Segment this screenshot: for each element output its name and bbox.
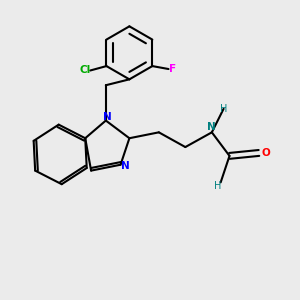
Text: N: N (208, 122, 216, 132)
Text: N: N (122, 161, 130, 171)
Text: O: O (261, 148, 270, 158)
Text: H: H (220, 104, 227, 114)
Text: Cl: Cl (79, 65, 91, 76)
Text: H: H (214, 181, 221, 191)
Text: F: F (169, 64, 176, 74)
Text: N: N (103, 112, 112, 122)
